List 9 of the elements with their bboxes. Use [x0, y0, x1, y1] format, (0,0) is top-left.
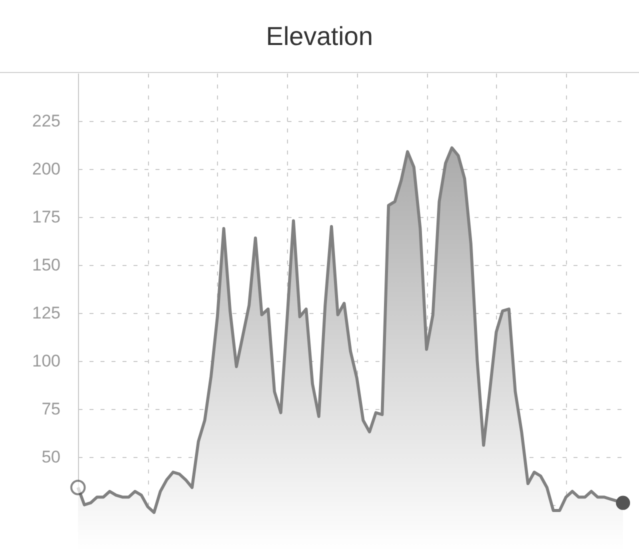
y-tick-label: 75	[42, 399, 60, 418]
y-tick-label: 150	[32, 255, 60, 274]
chart-title: Elevation	[266, 20, 373, 52]
y-tick-label: 50	[42, 447, 60, 466]
y-tick-label: 200	[32, 159, 60, 178]
y-tick-label: 175	[32, 207, 60, 226]
y-tick-label: 125	[32, 303, 60, 322]
y-tick-label: 100	[32, 351, 60, 370]
y-tick-label: 225	[32, 111, 60, 130]
